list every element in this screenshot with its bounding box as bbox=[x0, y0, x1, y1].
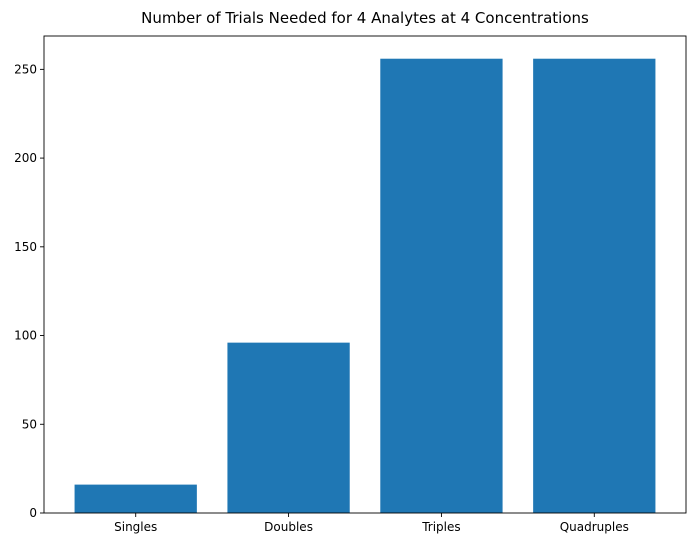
y-tick-label: 200 bbox=[14, 151, 37, 165]
axes-group bbox=[43, 35, 687, 514]
bar-singles bbox=[74, 484, 197, 513]
bar-quadruples bbox=[533, 58, 656, 514]
bars-group bbox=[74, 58, 656, 514]
plot-frame bbox=[43, 35, 687, 514]
ticks-group: 0 50 100 150 200 250 Singles Doubles Triples Quad… bbox=[14, 62, 629, 534]
bar-triples bbox=[380, 58, 503, 514]
bar-doubles bbox=[227, 342, 350, 513]
chart-title: Number of Trials Needed for 4 Analytes a… bbox=[141, 9, 589, 27]
x-tick-label: Doubles bbox=[264, 520, 313, 534]
y-tick-label: 50 bbox=[22, 417, 37, 431]
x-tick-label: Quadruples bbox=[560, 520, 629, 534]
y-tick-label: 250 bbox=[14, 62, 37, 76]
x-tick-label: Singles bbox=[114, 520, 157, 534]
y-tick-label: 150 bbox=[14, 240, 37, 254]
y-tick-label: 0 bbox=[29, 506, 37, 520]
y-tick-label: 100 bbox=[14, 329, 37, 343]
x-tick-label: Triples bbox=[421, 520, 460, 534]
